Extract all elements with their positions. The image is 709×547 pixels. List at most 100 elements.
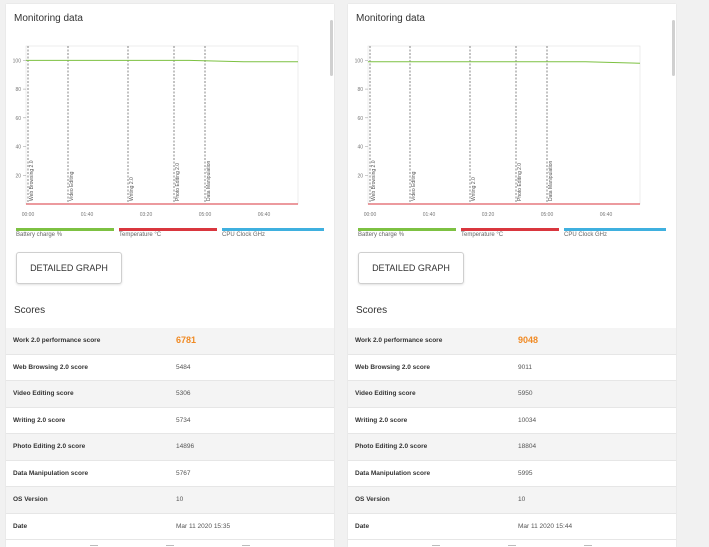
score-label: Video Editing score xyxy=(355,390,416,397)
score-value: Mar 11 2020 15:35 xyxy=(176,522,231,530)
scores-table: Work 2.0 performance score 6781 Web Brows… xyxy=(6,328,334,540)
menu-icon[interactable] xyxy=(432,545,440,547)
result-panel-right: Monitoring data 100 80 60 40 20 00:00 01:40 03:… xyxy=(348,4,676,547)
score-label: Writing 2.0 score xyxy=(13,416,66,424)
scrollbar[interactable] xyxy=(672,20,675,76)
score-value: 10034 xyxy=(518,416,537,424)
score-row: Work 2.0 performance score 9048 xyxy=(348,328,676,355)
menu-icon[interactable] xyxy=(90,545,98,547)
test-marker-label: Data Manipulation xyxy=(548,160,554,201)
nav-bar xyxy=(348,541,676,547)
score-row: Work 2.0 performance score 6781 xyxy=(6,328,334,355)
x-tick-label: 01:40 xyxy=(81,212,94,218)
legend-bar-cpu xyxy=(564,228,666,231)
score-label: Photo Editing 2.0 score xyxy=(355,443,428,450)
y-tick-label: 80 xyxy=(15,87,21,93)
x-tick-label: 00:00 xyxy=(22,212,35,218)
x-tick-label: 03:20 xyxy=(482,212,495,218)
x-tick-label: 06:40 xyxy=(258,212,271,218)
x-tick-label: 05:00 xyxy=(541,212,554,218)
home-icon[interactable] xyxy=(166,545,174,547)
score-label: Web Browsing 2.0 score xyxy=(355,363,431,371)
test-marker-label: Writing 2.0 xyxy=(471,177,477,201)
back-icon[interactable] xyxy=(584,545,592,547)
score-label: Work 2.0 performance score xyxy=(13,337,101,344)
score-row: Writing 2.0 score 5734 xyxy=(6,407,334,434)
y-tick-label: 20 xyxy=(15,173,21,179)
score-row: Writing 2.0 score 10034 xyxy=(348,407,676,434)
legend-label-cpu: CPU Clock GHz xyxy=(564,232,608,238)
y-tick-label: 40 xyxy=(357,145,363,151)
score-value: 5734 xyxy=(176,416,191,424)
x-tick-label: 05:00 xyxy=(199,212,212,218)
test-marker-label: Web Browsing 2.0 xyxy=(371,160,377,201)
score-row: Date Mar 11 2020 15:35 xyxy=(6,513,334,540)
score-label: Video Editing score xyxy=(13,390,74,397)
score-label: Web Browsing 2.0 score xyxy=(13,363,89,371)
test-marker-label: Video Editing xyxy=(69,171,75,201)
score-label: OS Version xyxy=(355,496,390,503)
score-row: Data Manipulation score 5767 xyxy=(6,460,334,487)
test-marker-label: Data Manipulation xyxy=(206,160,212,201)
monitoring-title: Monitoring data xyxy=(14,13,83,24)
x-tick-label: 01:40 xyxy=(423,212,436,218)
score-row: Web Browsing 2.0 score 5484 xyxy=(6,354,334,381)
detailed-graph-button[interactable]: DETAILED GRAPH xyxy=(16,252,122,284)
score-value: 10 xyxy=(518,496,526,503)
score-value: 14896 xyxy=(176,443,195,450)
score-row: Video Editing score 5306 xyxy=(6,381,334,408)
legend-label-temperature: Temperature °C xyxy=(461,232,504,238)
score-row: Date Mar 11 2020 15:44 xyxy=(348,513,676,540)
legend-bar-temperature xyxy=(119,228,217,231)
score-label: Data Manipulation score xyxy=(355,469,431,477)
y-tick-label: 100 xyxy=(355,58,364,64)
scores-title: Scores xyxy=(14,305,46,316)
test-marker-label: Photo Editing 2.0 xyxy=(517,163,523,201)
score-label: Data Manipulation score xyxy=(13,469,89,477)
monitoring-chart: 100 80 60 40 20 00:00 01:40 03:20 05:00 06:40 Web … xyxy=(355,45,641,218)
battery-line xyxy=(368,61,641,64)
home-icon[interactable] xyxy=(508,545,516,547)
score-value: 10 xyxy=(176,496,184,503)
scores-title: Scores xyxy=(356,305,388,316)
score-value: 6781 xyxy=(176,335,197,345)
legend-label-temperature: Temperature °C xyxy=(119,232,162,238)
score-value: 9048 xyxy=(518,335,539,345)
score-value: 5767 xyxy=(176,469,191,477)
score-row: OS Version 10 xyxy=(6,487,334,514)
score-row: Photo Editing 2.0 score 18804 xyxy=(348,434,676,461)
score-value: 18804 xyxy=(518,443,537,450)
score-value: 5995 xyxy=(518,469,533,477)
battery-line xyxy=(26,59,298,63)
legend-bar-temperature xyxy=(461,228,559,231)
detailed-graph-button[interactable]: DETAILED GRAPH xyxy=(358,252,464,284)
test-marker-label: Web Browsing 2.0 xyxy=(29,160,35,201)
y-tick-label: 100 xyxy=(13,58,22,64)
y-tick-label: 40 xyxy=(15,145,21,151)
y-tick-label: 20 xyxy=(357,173,363,179)
score-value: Mar 11 2020 15:44 xyxy=(518,522,573,530)
test-marker-label: Photo Editing 2.0 xyxy=(175,163,181,201)
score-row: Web Browsing 2.0 score 9011 xyxy=(348,354,676,381)
scrollbar[interactable] xyxy=(330,20,333,76)
monitoring-chart: 100 80 60 40 20 00:00 01:40 03:20 05:00 06:40 Web … xyxy=(13,45,299,218)
y-tick-label: 80 xyxy=(357,87,363,93)
score-label: Writing 2.0 score xyxy=(355,416,408,424)
score-value: 5950 xyxy=(518,390,533,397)
legend-bar-battery xyxy=(16,228,114,231)
score-value: 5484 xyxy=(176,363,191,371)
legend-bar-battery xyxy=(358,228,456,231)
test-marker-label: Video Editing xyxy=(411,171,417,201)
plot-frame xyxy=(25,45,299,205)
legend-label-battery: Battery charge % xyxy=(358,232,405,238)
score-label: Date xyxy=(355,522,370,530)
score-value: 5306 xyxy=(176,390,191,397)
score-row: OS Version 10 xyxy=(348,487,676,514)
score-value: 9011 xyxy=(518,363,532,371)
back-icon[interactable] xyxy=(242,545,250,547)
legend-label-battery: Battery charge % xyxy=(16,232,63,238)
scores-table: Work 2.0 performance score 9048 Web Brows… xyxy=(348,328,676,540)
result-panel-left: Monitoring data 100 80 60 40 20 00:00 01:40 03:… xyxy=(6,4,334,547)
y-tick-label: 60 xyxy=(15,116,21,122)
test-marker-label: Writing 2.0 xyxy=(129,177,135,201)
